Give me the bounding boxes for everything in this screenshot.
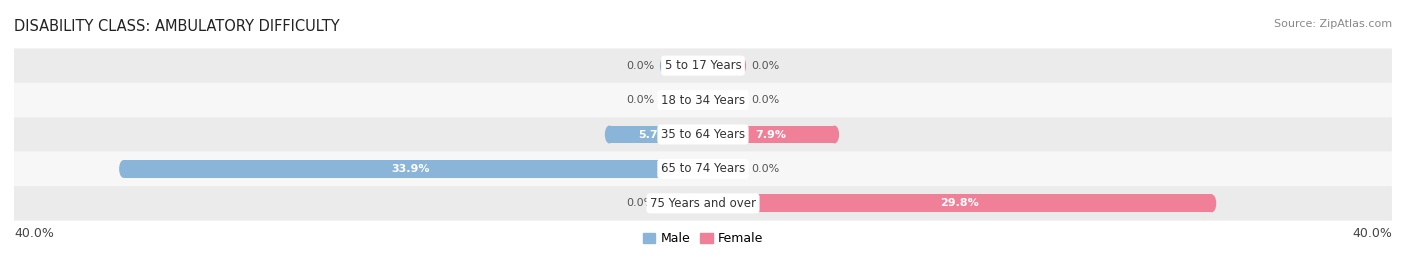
Text: 40.0%: 40.0% (14, 228, 53, 240)
FancyBboxPatch shape (14, 152, 1392, 186)
Circle shape (1208, 194, 1216, 212)
Bar (665, 57, 703, 75)
Text: 0.0%: 0.0% (627, 61, 655, 71)
Bar (703, 160, 741, 178)
Text: DISABILITY CLASS: AMBULATORY DIFFICULTY: DISABILITY CLASS: AMBULATORY DIFFICULTY (14, 19, 340, 34)
Circle shape (120, 160, 128, 178)
Bar (703, 126, 835, 143)
Circle shape (659, 57, 669, 75)
Bar (703, 91, 741, 109)
Bar (665, 91, 703, 109)
Text: 5 to 17 Years: 5 to 17 Years (665, 59, 741, 72)
Circle shape (737, 57, 747, 75)
Text: 7.9%: 7.9% (755, 129, 786, 140)
Circle shape (737, 91, 747, 109)
Bar (699, 194, 703, 212)
Text: 0.0%: 0.0% (627, 95, 655, 105)
Bar (703, 57, 707, 75)
Text: 18 to 34 Years: 18 to 34 Years (661, 94, 745, 107)
Bar (665, 194, 703, 212)
Bar (699, 160, 703, 178)
Circle shape (830, 126, 839, 143)
Bar (609, 126, 703, 143)
FancyBboxPatch shape (14, 186, 1392, 221)
Text: 0.0%: 0.0% (751, 95, 779, 105)
Circle shape (659, 194, 669, 212)
Circle shape (605, 126, 614, 143)
Circle shape (659, 91, 669, 109)
Text: 35 to 64 Years: 35 to 64 Years (661, 128, 745, 141)
Text: 65 to 74 Years: 65 to 74 Years (661, 162, 745, 175)
Text: 29.8%: 29.8% (941, 198, 979, 208)
Bar (699, 57, 703, 75)
Text: 40.0%: 40.0% (1353, 228, 1392, 240)
Circle shape (737, 160, 747, 178)
Text: 75 Years and over: 75 Years and over (650, 197, 756, 210)
FancyBboxPatch shape (14, 48, 1392, 83)
Bar (699, 126, 703, 143)
FancyBboxPatch shape (14, 83, 1392, 117)
FancyBboxPatch shape (14, 117, 1392, 152)
Bar (124, 160, 703, 178)
Bar (703, 194, 1212, 212)
Text: 0.0%: 0.0% (751, 164, 779, 174)
Text: 0.0%: 0.0% (627, 198, 655, 208)
Bar (703, 194, 707, 212)
Text: 33.9%: 33.9% (392, 164, 430, 174)
Bar (703, 57, 741, 75)
Bar (703, 160, 707, 178)
Bar (703, 126, 707, 143)
Bar (703, 91, 707, 109)
Text: Source: ZipAtlas.com: Source: ZipAtlas.com (1274, 19, 1392, 29)
Text: 0.0%: 0.0% (751, 61, 779, 71)
Legend: Male, Female: Male, Female (643, 232, 763, 245)
Text: 5.7%: 5.7% (638, 129, 669, 140)
Bar (699, 91, 703, 109)
